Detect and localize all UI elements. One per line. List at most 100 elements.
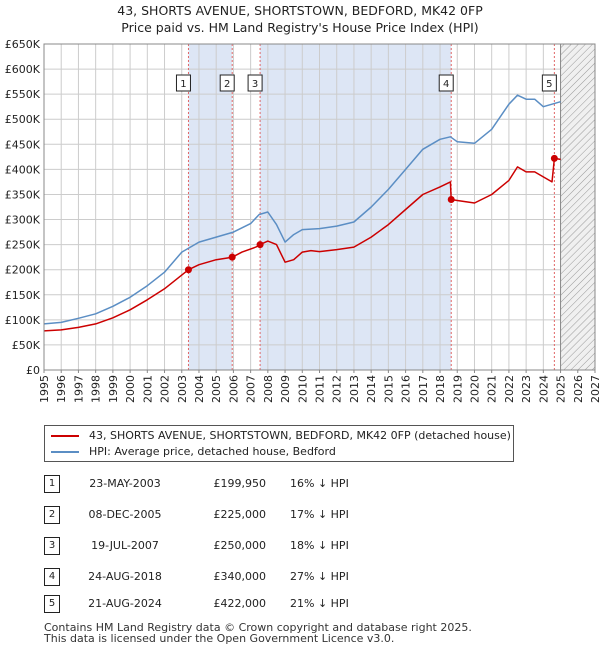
sale-point (550, 154, 558, 162)
chart-title-address: 43, SHORTS AVENUE, SHORTSTOWN, BEDFORD, … (117, 3, 483, 18)
x-tick-label: 1995 (38, 375, 51, 403)
sale-date: 08-DEC-2005 (88, 508, 162, 521)
sale-number-box (175, 74, 191, 92)
sale-point (447, 195, 455, 203)
sale-number-badge: 1 (44, 475, 60, 493)
sale-number-badge: 3 (44, 537, 60, 555)
x-tick-label: 2021 (486, 375, 499, 403)
x-tick-label: 2002 (159, 375, 172, 403)
y-tick-label: £250K (5, 239, 41, 252)
sale-hpi-diff: 16% ↓ HPI (290, 477, 349, 490)
x-tick-label: 2004 (193, 375, 206, 403)
sale-number-badge: 2 (44, 506, 60, 524)
x-tick-label: 2025 (555, 375, 568, 403)
x-tick-label: 2003 (176, 375, 189, 403)
sale-number-label: 3 (252, 79, 258, 90)
x-tick-label: 2020 (468, 375, 481, 403)
x-tick-label: 2015 (382, 375, 395, 403)
sale-row: 3 19-JUL-2007 £250,000 18% ↓ HPI (0, 536, 600, 556)
y-tick-label: £650K (5, 38, 41, 51)
footer-license: This data is licensed under the Open Gov… (44, 632, 395, 645)
property-price-line (43, 157, 561, 332)
sale-hpi-diff: 17% ↓ HPI (290, 508, 349, 521)
sale-date: 23-MAY-2003 (89, 477, 161, 490)
chart-subtitle: Price paid vs. HM Land Registry's House … (121, 20, 479, 35)
sale-number-label: 1 (180, 79, 186, 90)
legend-swatch-hpi (51, 451, 79, 453)
future-period-hatch (560, 44, 595, 370)
x-tick-label: 2013 (348, 375, 361, 403)
x-tick-label: 2023 (520, 375, 533, 403)
x-tick-label: 2017 (417, 375, 430, 403)
x-tick-label: 1996 (55, 375, 68, 403)
x-tick-label: 2012 (331, 375, 344, 403)
hpi-line (43, 94, 561, 325)
y-tick-label: £50K (12, 339, 41, 352)
sale-row: 2 08-DEC-2005 £225,000 17% ↓ HPI (0, 505, 600, 525)
footer-attribution: Contains HM Land Registry data © Crown c… (44, 622, 472, 644)
sale-number-badge: 5 (44, 595, 60, 613)
ownership-shade (260, 44, 452, 370)
x-tick-label: 2024 (537, 375, 550, 403)
y-tick-label: £400K (5, 163, 41, 176)
x-tick-label: 2018 (434, 375, 447, 403)
price-chart: £0 £50K £100K £150K £200K £250K £300K £350K £400… (5, 38, 600, 403)
sale-number-box (541, 74, 557, 92)
footer-copyright: Contains HM Land Registry data © Crown c… (44, 621, 472, 634)
x-tick-label: 2027 (589, 375, 600, 403)
y-tick-label: £100K (5, 314, 41, 327)
sale-row: 1 23-MAY-2003 £199,950 16% ↓ HPI (0, 474, 600, 494)
sale-number-box (219, 74, 235, 92)
legend-label-hpi: HPI: Average price, detached house, Bedf… (89, 445, 336, 458)
sale-price: £199,950 (213, 477, 267, 490)
sale-point (184, 266, 192, 274)
y-tick-label: £200K (5, 264, 41, 277)
legend-item-property: 43, SHORTS AVENUE, SHORTSTOWN, BEDFORD, … (51, 429, 511, 443)
legend-swatch-property (51, 435, 79, 437)
sale-number-box (438, 74, 454, 92)
legend: 43, SHORTS AVENUE, SHORTSTOWN, BEDFORD, … (44, 425, 514, 462)
y-tick-label: £150K (5, 289, 41, 302)
x-tick-label: 2011 (314, 375, 327, 403)
sale-number-label: 5 (546, 79, 552, 90)
x-tick-label: 2022 (503, 375, 516, 403)
x-tick-label: 1997 (72, 375, 85, 403)
x-tick-label: 2006 (227, 375, 240, 403)
sale-number-label: 2 (224, 79, 230, 90)
x-tick-label: 2009 (279, 375, 292, 403)
sale-number-label: 4 (443, 79, 449, 90)
y-tick-label: £600K (5, 63, 41, 76)
x-tick-label: 1998 (90, 375, 103, 403)
sale-hpi-diff: 18% ↓ HPI (290, 539, 349, 552)
x-tick-label: 2026 (572, 375, 585, 403)
y-tick-label: £550K (5, 88, 41, 101)
x-tick-label: 2010 (296, 375, 309, 403)
x-tick-label: 2001 (141, 375, 154, 403)
x-tick-label: 2008 (262, 375, 275, 403)
sale-point (256, 241, 264, 249)
sale-row: 4 24-AUG-2018 £340,000 27% ↓ HPI (0, 567, 600, 587)
x-tick-label: 2000 (124, 375, 137, 403)
sale-point (228, 253, 236, 261)
legend-item-hpi: HPI: Average price, detached house, Bedf… (51, 445, 336, 459)
sale-hpi-diff: 27% ↓ HPI (290, 570, 349, 583)
legend-label-property: 43, SHORTS AVENUE, SHORTSTOWN, BEDFORD, … (89, 429, 511, 442)
y-tick-label: £450K (5, 138, 41, 151)
sale-number-badge: 4 (44, 568, 60, 586)
sale-date: 19-JUL-2007 (91, 539, 159, 552)
sale-date: 21-AUG-2024 (88, 597, 162, 610)
x-tick-label: 2019 (451, 375, 464, 403)
y-tick-label: £0 (26, 364, 40, 377)
sale-price: £422,000 (213, 597, 267, 610)
x-tick-label: 2007 (245, 375, 258, 403)
sale-hpi-diff: 21% ↓ HPI (290, 597, 349, 610)
x-tick-label: 2016 (400, 375, 413, 403)
x-tick-label: 2014 (365, 375, 378, 403)
sale-number-box (247, 74, 263, 92)
sale-price: £250,000 (213, 539, 267, 552)
sale-row: 5 21-AUG-2024 £422,000 21% ↓ HPI (0, 594, 600, 614)
y-tick-label: £350K (5, 188, 41, 201)
x-tick-label: 1999 (107, 375, 120, 403)
x-tick-label: 2005 (210, 375, 223, 403)
y-tick-label: £300K (5, 214, 41, 227)
